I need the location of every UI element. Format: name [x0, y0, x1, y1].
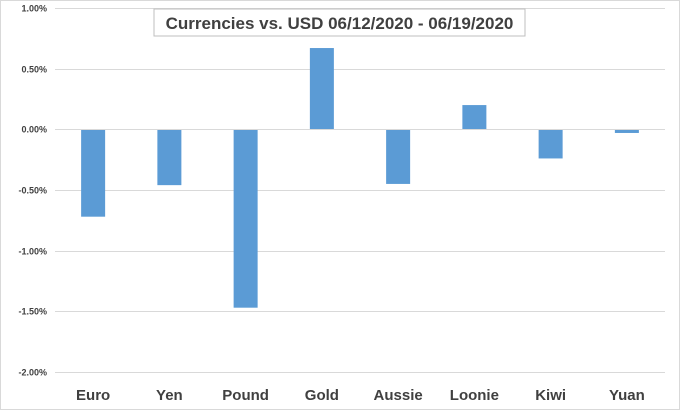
bar-gold [309, 48, 334, 130]
y-tick-label: -1.50% [18, 307, 47, 317]
y-tick-label: 0.50% [21, 65, 47, 75]
bars [81, 48, 639, 308]
y-tick-label: -2.00% [18, 368, 47, 378]
x-tick-label: Pound [222, 387, 269, 404]
chart-title: Currencies vs. USD 06/12/2020 - 06/19/20… [153, 8, 526, 37]
y-axis-tick-labels: 1.00% 0.50% 0.00% -0.50% -1.00% -1.50% -2.00% [18, 4, 47, 378]
x-tick-label: Yuan [609, 387, 645, 404]
bar-yuan [614, 129, 639, 133]
bar-euro [81, 129, 106, 217]
y-tick-label: -0.50% [18, 186, 47, 196]
bar-loonie [462, 105, 487, 130]
bar-yen [157, 129, 182, 186]
bar-pound [233, 129, 258, 308]
chart-title-box [153, 8, 526, 37]
bar-kiwi [538, 129, 563, 159]
bar-aussie [386, 129, 411, 184]
x-axis-category-labels: Euro Yen Pound Gold Aussie Loonie Kiwi Yuan [76, 387, 645, 404]
x-tick-label: Aussie [374, 387, 423, 404]
y-tick-label: 0.00% [21, 125, 47, 135]
y-tick-label: -1.00% [18, 247, 47, 257]
x-tick-label: Yen [156, 387, 183, 404]
x-tick-label: Loonie [450, 387, 499, 404]
chart-title-text: Currencies vs. USD 06/12/2020 - 06/19/20… [166, 14, 514, 33]
x-tick-label: Kiwi [535, 387, 566, 404]
x-tick-label: Gold [305, 387, 339, 404]
x-tick-label: Euro [76, 387, 110, 404]
y-tick-label: 1.00% [21, 4, 47, 14]
